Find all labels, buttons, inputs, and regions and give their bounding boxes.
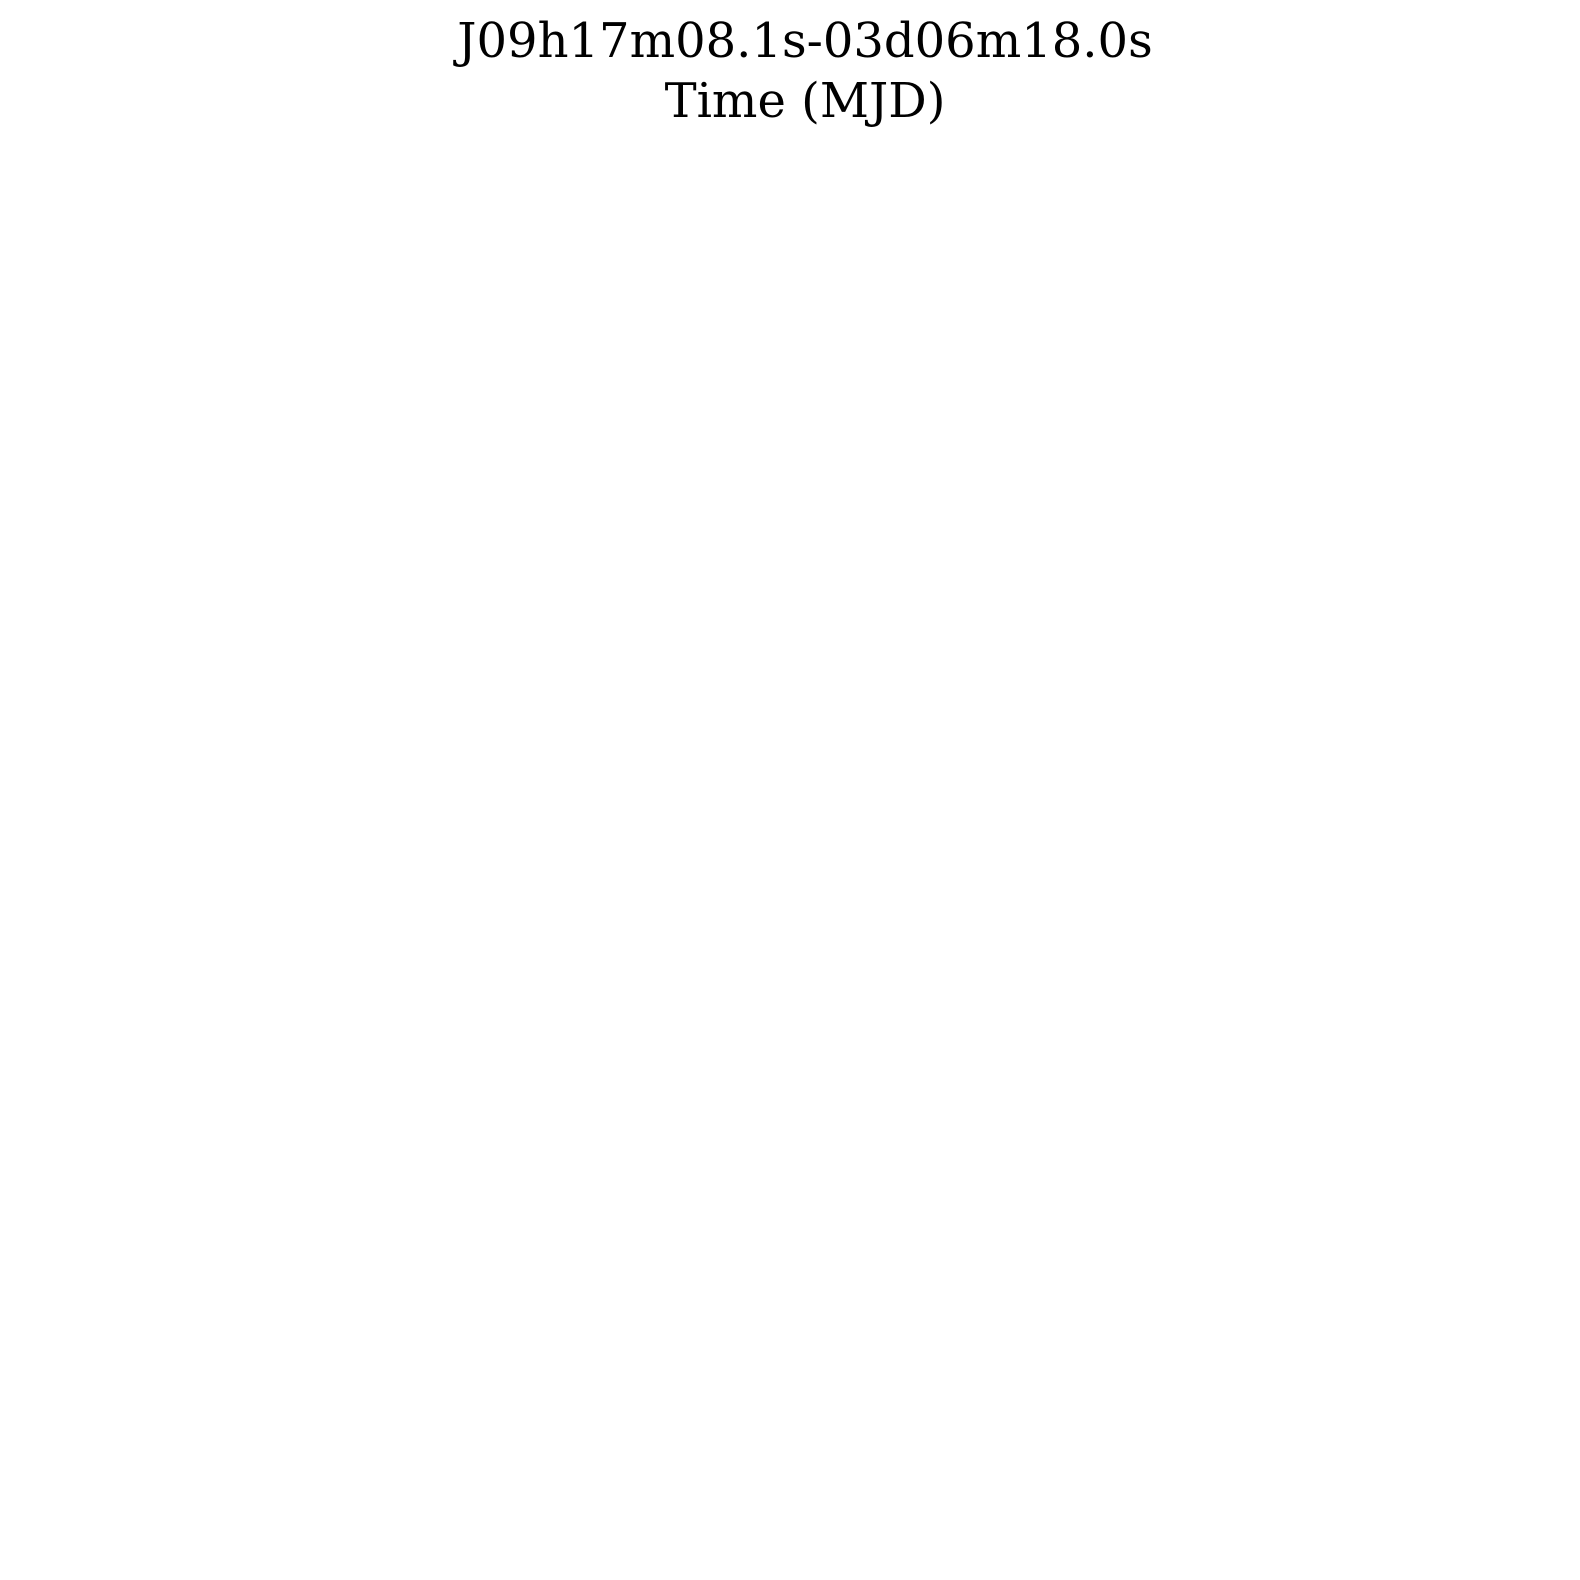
chart-title: J09h17m08.1s-03d06m18.0s [452, 13, 1152, 69]
top-x-axis-label: Time (MJD) [665, 73, 946, 129]
